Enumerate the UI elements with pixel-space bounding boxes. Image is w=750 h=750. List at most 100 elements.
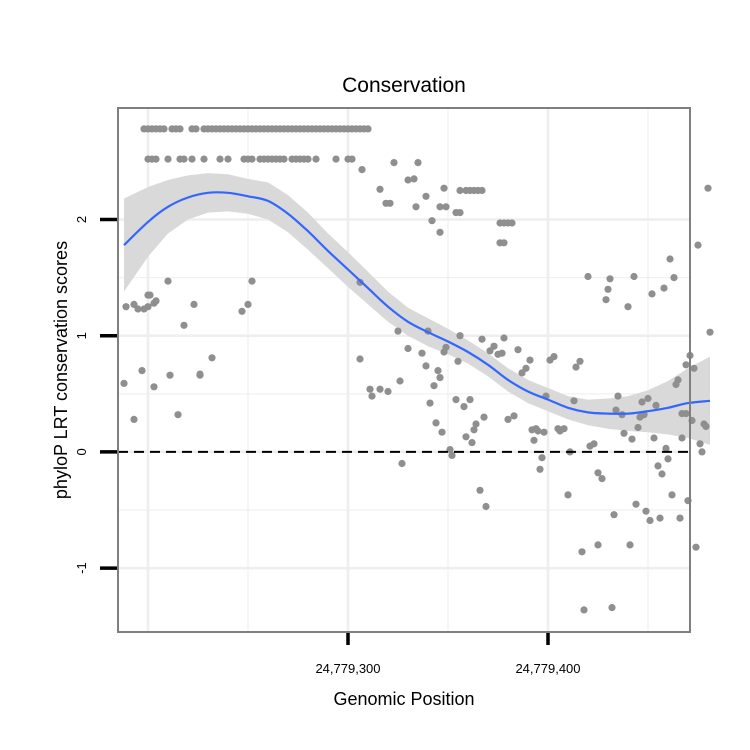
data-point [500, 239, 508, 247]
y-axis: -1 0 1 2 [74, 216, 117, 574]
data-point [674, 376, 682, 384]
data-point [248, 277, 256, 285]
data-point [538, 454, 546, 462]
data-point [432, 419, 440, 427]
data-point [384, 387, 392, 396]
x-tick-label: 24,779,400 [515, 661, 580, 676]
data-point [134, 305, 142, 313]
data-point [188, 155, 196, 163]
data-point [682, 410, 690, 418]
data-points [120, 125, 714, 614]
y-axis-label: phyloP LRT conservation scores [51, 241, 71, 499]
data-point [514, 346, 522, 354]
data-point [414, 159, 422, 167]
data-point [480, 413, 488, 421]
data-point [530, 436, 538, 444]
data-point [410, 175, 418, 183]
data-point [356, 355, 364, 363]
data-point [190, 300, 198, 308]
data-point [676, 514, 684, 522]
data-point [652, 401, 660, 409]
data-point [692, 543, 700, 551]
smooth-trend-line [123, 191, 711, 415]
data-point [348, 155, 356, 163]
data-point [152, 297, 160, 305]
data-point [462, 433, 470, 441]
panel-border [117, 107, 691, 633]
data-point [440, 184, 448, 192]
data-point [590, 440, 598, 448]
data-point [702, 422, 710, 430]
data-point [628, 435, 636, 443]
data-point [536, 465, 544, 473]
data-point [452, 396, 460, 404]
data-point [216, 155, 224, 163]
data-point [122, 303, 130, 311]
data-point [160, 125, 168, 133]
data-point [448, 451, 456, 459]
y-tick-label: 1 [74, 332, 89, 339]
data-point [394, 327, 402, 335]
data-point [438, 428, 446, 436]
data-point [662, 444, 670, 452]
data-point [690, 364, 698, 372]
data-point [564, 491, 572, 499]
data-point [130, 415, 138, 423]
data-point [572, 363, 580, 371]
data-point [664, 455, 672, 463]
data-point [196, 371, 204, 379]
data-point [436, 203, 444, 211]
data-point [434, 367, 442, 375]
data-point [426, 399, 434, 407]
data-point [698, 448, 706, 456]
data-point [570, 397, 578, 405]
data-point [456, 186, 464, 195]
data-point [610, 511, 618, 519]
data-point [446, 446, 454, 454]
data-point [224, 155, 232, 163]
data-point [422, 192, 430, 200]
data-point [376, 185, 384, 193]
data-point [584, 272, 592, 281]
data-point [390, 159, 398, 167]
data-point [594, 541, 602, 549]
data-point [626, 541, 634, 549]
data-point [498, 349, 506, 357]
data-point [598, 475, 606, 483]
data-point [356, 278, 364, 286]
data-point [510, 412, 518, 420]
data-point [164, 155, 172, 163]
data-point [650, 434, 658, 442]
y-tick-label: -1 [74, 562, 89, 574]
data-point [694, 241, 702, 249]
data-point [614, 392, 622, 400]
data-point [430, 382, 438, 390]
data-point [364, 125, 372, 133]
data-point [376, 385, 384, 393]
data-point [398, 459, 406, 468]
data-point [658, 470, 666, 478]
data-point [176, 125, 184, 133]
data-point [396, 377, 404, 385]
data-point [200, 155, 208, 163]
data-point [358, 166, 366, 174]
data-point [144, 291, 152, 299]
data-point [656, 514, 664, 522]
data-point [612, 406, 620, 414]
data-point [180, 321, 188, 329]
data-point [192, 125, 200, 133]
data-point [150, 383, 158, 391]
data-point [404, 344, 412, 353]
data-point [638, 398, 646, 406]
data-point [366, 385, 374, 393]
data-point [504, 415, 512, 423]
data-point [460, 403, 468, 411]
data-point [706, 328, 714, 336]
data-point [660, 284, 668, 292]
data-point [304, 155, 312, 163]
data-point [620, 429, 628, 437]
data-point [682, 361, 690, 369]
data-point [174, 411, 182, 419]
data-point [490, 342, 498, 350]
